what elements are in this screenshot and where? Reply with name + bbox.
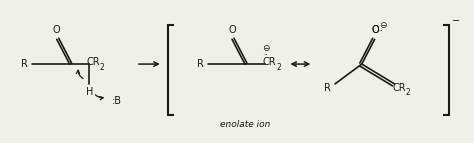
Text: 2: 2 <box>276 62 281 72</box>
Text: :B: :B <box>112 96 122 106</box>
Text: CR: CR <box>87 57 100 67</box>
Text: ⊖: ⊖ <box>379 21 386 30</box>
Text: O: O <box>372 25 380 35</box>
Text: 2: 2 <box>406 88 410 97</box>
Text: ⊖: ⊖ <box>262 44 269 53</box>
Text: O: O <box>53 25 61 35</box>
Text: H: H <box>86 87 93 97</box>
Text: CR: CR <box>392 83 406 93</box>
Text: O: O <box>228 25 236 35</box>
Text: −: − <box>452 16 460 26</box>
Text: R: R <box>197 59 204 69</box>
Text: ··: ·· <box>264 52 268 58</box>
Text: R: R <box>324 83 330 93</box>
Text: enolate ion: enolate ion <box>220 120 270 129</box>
Text: 2: 2 <box>100 62 105 72</box>
Text: R: R <box>21 59 27 69</box>
Text: O: O <box>372 25 380 35</box>
Text: CR: CR <box>263 57 276 67</box>
Text: ··: ·· <box>378 28 383 34</box>
